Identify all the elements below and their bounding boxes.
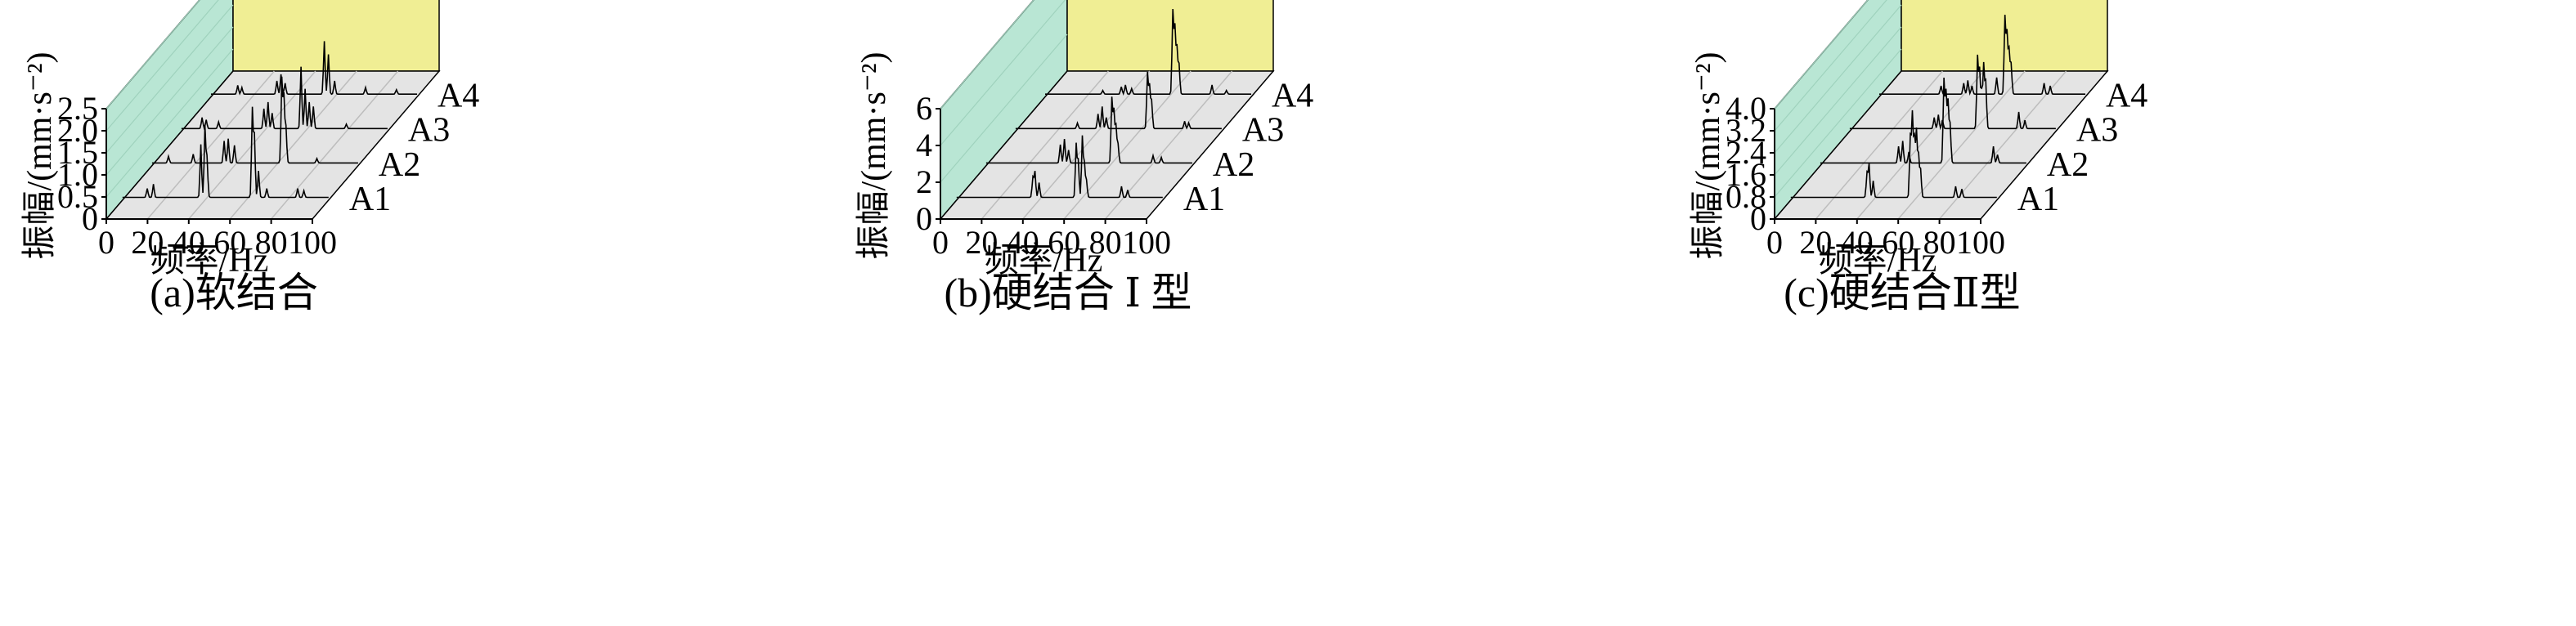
y-tick-label: 0: [916, 200, 932, 237]
x-tick-label: 0: [98, 224, 114, 261]
series-label-a3: A3: [1242, 112, 1284, 150]
x-tick-label: 100: [1956, 224, 2005, 261]
y-axis-label: 振幅/(mm·s⁻²): [1690, 51, 1727, 259]
wall-gridline: [105, 0, 219, 132]
wall-gridline: [1774, 26, 1902, 176]
panel-caption: (c)硬结合Ⅱ型: [1784, 270, 2020, 315]
y-tick-label: 4: [916, 127, 932, 163]
y-tick-label: 2.4: [1726, 134, 1766, 171]
x-tick-label: 80: [1923, 224, 1956, 261]
back-wall: [1066, 0, 1274, 72]
series-line-a4: [1879, 14, 2085, 96]
x-axis-label: 频率/Hz: [985, 241, 1103, 279]
wall-gridline: [105, 26, 234, 176]
series-line-a3: [1015, 71, 1222, 130]
floor-gridline: [271, 70, 399, 220]
floor-gridline: [1815, 70, 1943, 220]
wall-gridline: [940, 0, 1066, 146]
x-tick-label: 20: [1799, 224, 1832, 261]
x-tick-label: 80: [255, 224, 288, 261]
floor-gridline: [1063, 70, 1192, 220]
y-tick-label: 1.6: [1726, 156, 1766, 193]
y-tick-label: 2.5: [57, 90, 98, 127]
y-tick-label: 1.5: [57, 134, 98, 171]
y-tick-label: 1.0: [57, 156, 98, 193]
y-tick-label: 0.8: [1726, 178, 1766, 215]
wall-gridline: [1774, 0, 1869, 110]
series-line-a1: [122, 106, 329, 199]
series-label-a2: A2: [379, 146, 420, 184]
y-tick-label: 0: [1750, 200, 1766, 237]
x-tick-label: 20: [965, 224, 998, 261]
series-line-a3: [181, 66, 388, 131]
y-tick-label: 6: [916, 90, 932, 127]
wall-gridline: [1774, 4, 1902, 154]
y-axis-label: 振幅/(mm·s⁻²): [855, 51, 893, 259]
panel-caption: (a)软结合: [150, 270, 318, 315]
x-tick-label: 100: [288, 224, 337, 261]
y-axis-label: 振幅/(mm·s⁻²): [21, 51, 59, 259]
series-label-a4: A4: [438, 78, 479, 115]
floor-gridline: [229, 70, 357, 220]
x-tick-label: 40: [1841, 224, 1874, 261]
series-label-a3: A3: [408, 112, 450, 150]
panel-caption: (b)硬结合 Ⅰ 型: [944, 270, 1192, 315]
series-label-a1: A1: [2017, 181, 2059, 218]
y-tick-label: 2: [916, 163, 932, 200]
x-axis-label: 频率/Hz: [150, 241, 269, 279]
wall-gridline: [1774, 0, 1887, 132]
series-line-a3: [1849, 54, 2056, 131]
x-tick-label: 0: [932, 224, 949, 261]
wall-gridline: [940, 34, 1068, 183]
series-line-a4: [1045, 8, 1251, 96]
floor-gridline: [1856, 70, 1985, 220]
x-tick-label: 0: [1766, 224, 1783, 261]
floor-gridline: [146, 70, 275, 220]
x-axis-label: 频率/Hz: [1819, 241, 1937, 279]
y-tick-label: 2.0: [57, 112, 98, 149]
x-tick-label: 60: [1882, 224, 1914, 261]
x-tick-label: 60: [213, 224, 246, 261]
series-line-a2: [1820, 77, 2026, 164]
y-tick-label: 4.0: [1726, 90, 1766, 127]
floor-gridline: [1022, 70, 1151, 220]
wall-gridline: [105, 48, 234, 198]
x-tick-label: 100: [1122, 224, 1171, 261]
wall-gridline: [1774, 48, 1902, 198]
back-wall: [232, 0, 440, 72]
x-tick-label: 80: [1089, 224, 1122, 261]
series-line-a2: [985, 96, 1192, 164]
series-label-a4: A4: [1272, 78, 1313, 115]
series-line-a1: [1790, 110, 1997, 199]
wall-gridline: [105, 0, 200, 110]
x-tick-label: 60: [1048, 224, 1080, 261]
series-label-a4: A4: [2106, 78, 2147, 115]
y-tick-label: 0: [82, 200, 98, 237]
series-label-a2: A2: [2047, 146, 2089, 184]
y-tick-label: 3.2: [1726, 112, 1766, 149]
y-tick-label: 0.5: [57, 178, 98, 215]
x-tick-label: 40: [1007, 224, 1039, 261]
series-label-a1: A1: [349, 181, 391, 218]
series-label-a1: A1: [1183, 181, 1225, 218]
series-label-a3: A3: [2076, 112, 2118, 150]
series-line-a1: [956, 135, 1163, 199]
wall-gridline: [940, 0, 1034, 110]
series-line-a4: [211, 41, 417, 96]
x-tick-label: 20: [131, 224, 164, 261]
wall-gridline: [105, 4, 234, 154]
floor-gridline: [1897, 70, 2026, 220]
series-label-a2: A2: [1213, 146, 1254, 184]
floor-gridline: [981, 70, 1109, 220]
x-tick-label: 40: [173, 224, 205, 261]
